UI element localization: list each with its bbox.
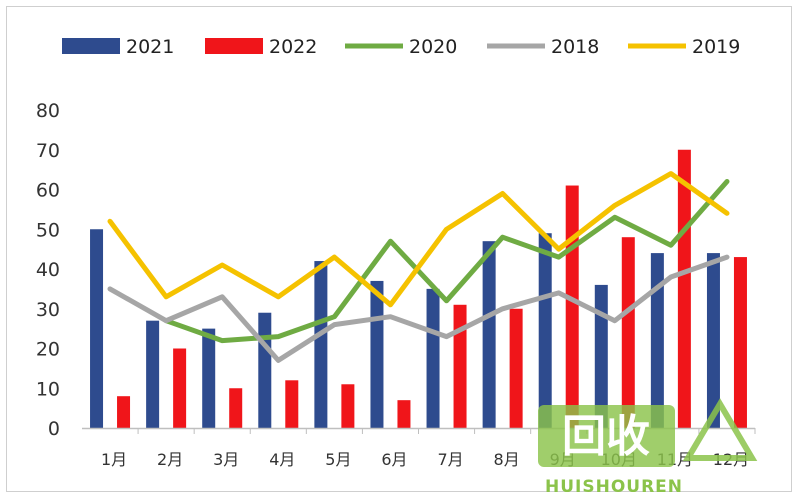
watermark-badge bbox=[538, 405, 675, 467]
x-tick-label: 3月 bbox=[213, 450, 239, 469]
bar-2022-10月 bbox=[621, 237, 635, 428]
bar-2022-12月 bbox=[733, 257, 747, 428]
bar-2021-6月 bbox=[370, 280, 384, 428]
bar-2022-8月 bbox=[509, 308, 523, 428]
lines bbox=[107, 171, 730, 363]
bar-2022-4月 bbox=[285, 380, 299, 428]
y-tick-label: 20 bbox=[36, 339, 60, 361]
legend-label-2019: 2019 bbox=[692, 36, 740, 58]
x-tick-label: 8月 bbox=[494, 450, 520, 469]
x-tick-label: 4月 bbox=[269, 450, 295, 469]
line-2018 bbox=[107, 254, 730, 363]
y-tick-label: 60 bbox=[36, 180, 60, 202]
y-tick-label: 50 bbox=[36, 219, 60, 241]
bar-2022-5月 bbox=[341, 384, 355, 428]
x-tick-label: 6月 bbox=[381, 450, 407, 469]
bar-2021-11月 bbox=[650, 253, 664, 428]
legend-swatch-2022 bbox=[205, 38, 263, 54]
bar-2021-5月 bbox=[314, 261, 328, 428]
x-tick-label: 5月 bbox=[325, 450, 351, 469]
y-tick-label: 40 bbox=[36, 259, 60, 281]
bar-2021-1月 bbox=[90, 229, 104, 428]
watermark-triangle-icon bbox=[682, 398, 758, 461]
y-tick-label: 30 bbox=[36, 299, 60, 321]
line-2020 bbox=[163, 179, 730, 344]
x-tick-label: 2月 bbox=[157, 450, 183, 469]
line-2019 bbox=[107, 171, 730, 308]
y-tick-label: 70 bbox=[36, 140, 60, 162]
legend-swatch-2021 bbox=[62, 38, 120, 54]
bar-2022-11月 bbox=[677, 149, 691, 428]
legend: 2021 2022 2020 2018 2019 bbox=[62, 36, 740, 58]
bar-2021-7月 bbox=[426, 288, 440, 428]
bar-2021-10月 bbox=[594, 284, 608, 428]
bar-2021-3月 bbox=[202, 328, 216, 428]
bar-2022-2月 bbox=[173, 348, 187, 428]
bar-2021-8月 bbox=[482, 241, 496, 428]
bar-2022-1月 bbox=[117, 396, 131, 428]
bar-2022-9月 bbox=[565, 185, 579, 428]
legend-label-2022: 2022 bbox=[269, 36, 317, 58]
legend-label-2021: 2021 bbox=[126, 36, 174, 58]
bar-2022-3月 bbox=[229, 388, 243, 428]
legend-label-2020: 2020 bbox=[409, 36, 457, 58]
bar-2021-9月 bbox=[538, 233, 552, 428]
y-tick-label: 0 bbox=[48, 418, 60, 440]
legend-label-2018: 2018 bbox=[551, 36, 599, 58]
bar-2022-6月 bbox=[397, 400, 411, 428]
bar-2021-4月 bbox=[258, 312, 272, 428]
bar-2021-12月 bbox=[706, 253, 720, 428]
watermark-logo: 回收 HUISHOUREN bbox=[538, 398, 758, 497]
y-axis: 0 10 20 30 40 50 60 70 80 bbox=[36, 100, 60, 440]
watermark-subtext: HUISHOUREN bbox=[545, 477, 683, 497]
bars bbox=[90, 149, 747, 428]
bar-2022-7月 bbox=[453, 304, 467, 428]
x-tick-label: 7月 bbox=[437, 450, 463, 469]
y-tick-label: 80 bbox=[36, 100, 60, 122]
watermark-text: 回收 bbox=[562, 411, 650, 462]
y-tick-label: 10 bbox=[36, 378, 60, 400]
bar-2021-2月 bbox=[146, 320, 160, 428]
x-tick-label: 1月 bbox=[101, 450, 127, 469]
